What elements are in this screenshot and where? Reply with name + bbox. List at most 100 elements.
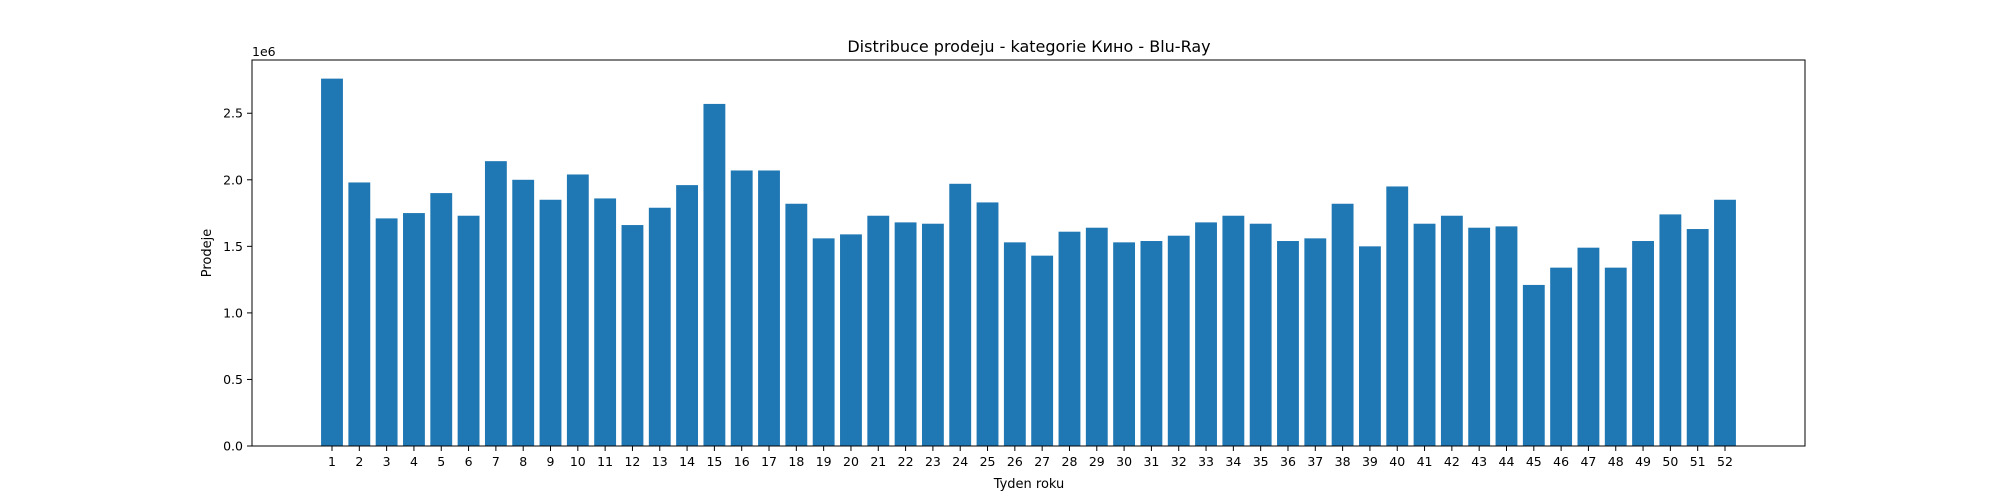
x-tick-label: 52 bbox=[1717, 454, 1733, 469]
x-tick-label: 27 bbox=[1034, 454, 1050, 469]
x-tick-label: 21 bbox=[870, 454, 886, 469]
y-tick-label: 0.5 bbox=[223, 372, 243, 387]
bar-week-6 bbox=[457, 215, 480, 446]
x-tick-label: 34 bbox=[1225, 454, 1241, 469]
y-offset-label: 1e6 bbox=[252, 44, 276, 59]
bars-group bbox=[321, 78, 1736, 447]
bar-week-23 bbox=[921, 223, 944, 446]
bar-week-52 bbox=[1714, 199, 1736, 446]
bar-week-14 bbox=[676, 185, 698, 446]
bar-week-35 bbox=[1249, 223, 1272, 446]
bar-week-18 bbox=[785, 203, 808, 446]
x-tick-label: 20 bbox=[843, 454, 859, 469]
chart-title: Distribuce prodeju - kategorie Кино - Bl… bbox=[847, 37, 1210, 56]
x-tick-label: 4 bbox=[410, 454, 418, 469]
y-tick-label: 2.5 bbox=[223, 106, 243, 121]
x-tick-label: 47 bbox=[1580, 454, 1596, 469]
bar-week-51 bbox=[1686, 229, 1709, 446]
bar-week-38 bbox=[1331, 203, 1354, 446]
x-tick-label: 11 bbox=[597, 454, 613, 469]
x-tick-label: 16 bbox=[734, 454, 750, 469]
x-tick-label: 19 bbox=[816, 454, 832, 469]
x-tick-label: 43 bbox=[1471, 454, 1487, 469]
bar-week-27 bbox=[1031, 255, 1054, 446]
bar-week-5 bbox=[430, 193, 453, 446]
bar-week-29 bbox=[1085, 227, 1108, 446]
bar-week-36 bbox=[1277, 241, 1299, 446]
x-tick-label: 15 bbox=[706, 454, 722, 469]
bar-week-39 bbox=[1359, 246, 1381, 446]
bar-week-25 bbox=[976, 202, 999, 446]
x-tick-label: 25 bbox=[980, 454, 996, 469]
bar-week-8 bbox=[512, 179, 535, 447]
x-tick-label: 44 bbox=[1499, 454, 1515, 469]
bar-week-44 bbox=[1495, 226, 1518, 446]
x-tick-label: 26 bbox=[1007, 454, 1023, 469]
bar-week-1 bbox=[321, 78, 343, 446]
y-tick-label: 2.0 bbox=[223, 172, 243, 187]
x-tick-label: 41 bbox=[1417, 454, 1433, 469]
x-tick-label: 1 bbox=[328, 454, 336, 469]
x-tick-label: 10 bbox=[570, 454, 586, 469]
bar-week-4 bbox=[403, 213, 425, 446]
bar-week-50 bbox=[1659, 214, 1682, 446]
bar-week-32 bbox=[1167, 235, 1190, 446]
y-tick-label: 1.0 bbox=[223, 305, 243, 320]
bar-week-47 bbox=[1577, 247, 1600, 446]
bar-week-15 bbox=[703, 103, 726, 447]
bar-week-12 bbox=[621, 225, 644, 446]
bar-week-20 bbox=[840, 234, 862, 446]
x-ticks-group: 1 2 3 4 5 6 7 8 9 10 11 12 13 14 15 16 17 18 19 20 21 22 23 24 2… bbox=[328, 446, 1733, 469]
plot-frame bbox=[251, 59, 1806, 447]
x-tick-label: 13 bbox=[652, 454, 668, 469]
bar-week-41 bbox=[1413, 223, 1436, 446]
bar-week-11 bbox=[594, 198, 617, 446]
bar-week-26 bbox=[1003, 242, 1026, 446]
x-tick-label: 32 bbox=[1171, 454, 1187, 469]
x-tick-label: 28 bbox=[1062, 454, 1078, 469]
x-tick-label: 7 bbox=[492, 454, 500, 469]
x-tick-label: 50 bbox=[1662, 454, 1678, 469]
bar-week-28 bbox=[1058, 231, 1081, 446]
x-tick-label: 17 bbox=[761, 454, 777, 469]
bar-week-2 bbox=[348, 182, 371, 446]
x-tick-label: 42 bbox=[1444, 454, 1460, 469]
bar-week-48 bbox=[1604, 267, 1627, 446]
x-tick-label: 9 bbox=[547, 454, 555, 469]
x-tick-label: 6 bbox=[465, 454, 473, 469]
bar-week-16 bbox=[730, 170, 753, 447]
bar-week-7 bbox=[484, 161, 507, 446]
y-axis-label: Prodeje bbox=[200, 229, 215, 277]
x-tick-label: 40 bbox=[1389, 454, 1405, 469]
bar-week-30 bbox=[1113, 242, 1136, 446]
x-tick-label: 18 bbox=[788, 454, 804, 469]
x-tick-label: 31 bbox=[1143, 454, 1159, 469]
bar-week-24 bbox=[949, 183, 972, 447]
x-tick-label: 3 bbox=[383, 454, 391, 469]
x-tick-label: 12 bbox=[624, 454, 640, 469]
bar-week-22 bbox=[894, 222, 917, 446]
x-tick-label: 36 bbox=[1280, 454, 1296, 469]
bar-week-3 bbox=[375, 218, 398, 446]
x-tick-label: 2 bbox=[355, 454, 363, 469]
x-tick-label: 38 bbox=[1335, 454, 1351, 469]
x-tick-label: 45 bbox=[1526, 454, 1542, 469]
x-tick-label: 8 bbox=[519, 454, 527, 469]
x-tick-label: 46 bbox=[1553, 454, 1569, 469]
x-tick-label: 37 bbox=[1307, 454, 1323, 469]
bar-week-45 bbox=[1522, 284, 1545, 446]
x-tick-label: 35 bbox=[1253, 454, 1269, 469]
y-tick-label: 1.5 bbox=[223, 239, 243, 254]
x-tick-label: 48 bbox=[1608, 454, 1624, 469]
y-ticks-group: 0.0 0.5 1.0 1.5 2.0 2.5 bbox=[223, 106, 252, 454]
bar-week-33 bbox=[1195, 222, 1217, 446]
x-tick-label: 24 bbox=[952, 454, 968, 469]
x-tick-label: 49 bbox=[1635, 454, 1651, 469]
bar-week-43 bbox=[1468, 227, 1491, 446]
x-tick-label: 29 bbox=[1089, 454, 1105, 469]
x-tick-label: 51 bbox=[1690, 454, 1706, 469]
x-tick-label: 5 bbox=[437, 454, 445, 469]
x-tick-label: 22 bbox=[898, 454, 914, 469]
y-tick-label: 0.0 bbox=[223, 439, 243, 454]
